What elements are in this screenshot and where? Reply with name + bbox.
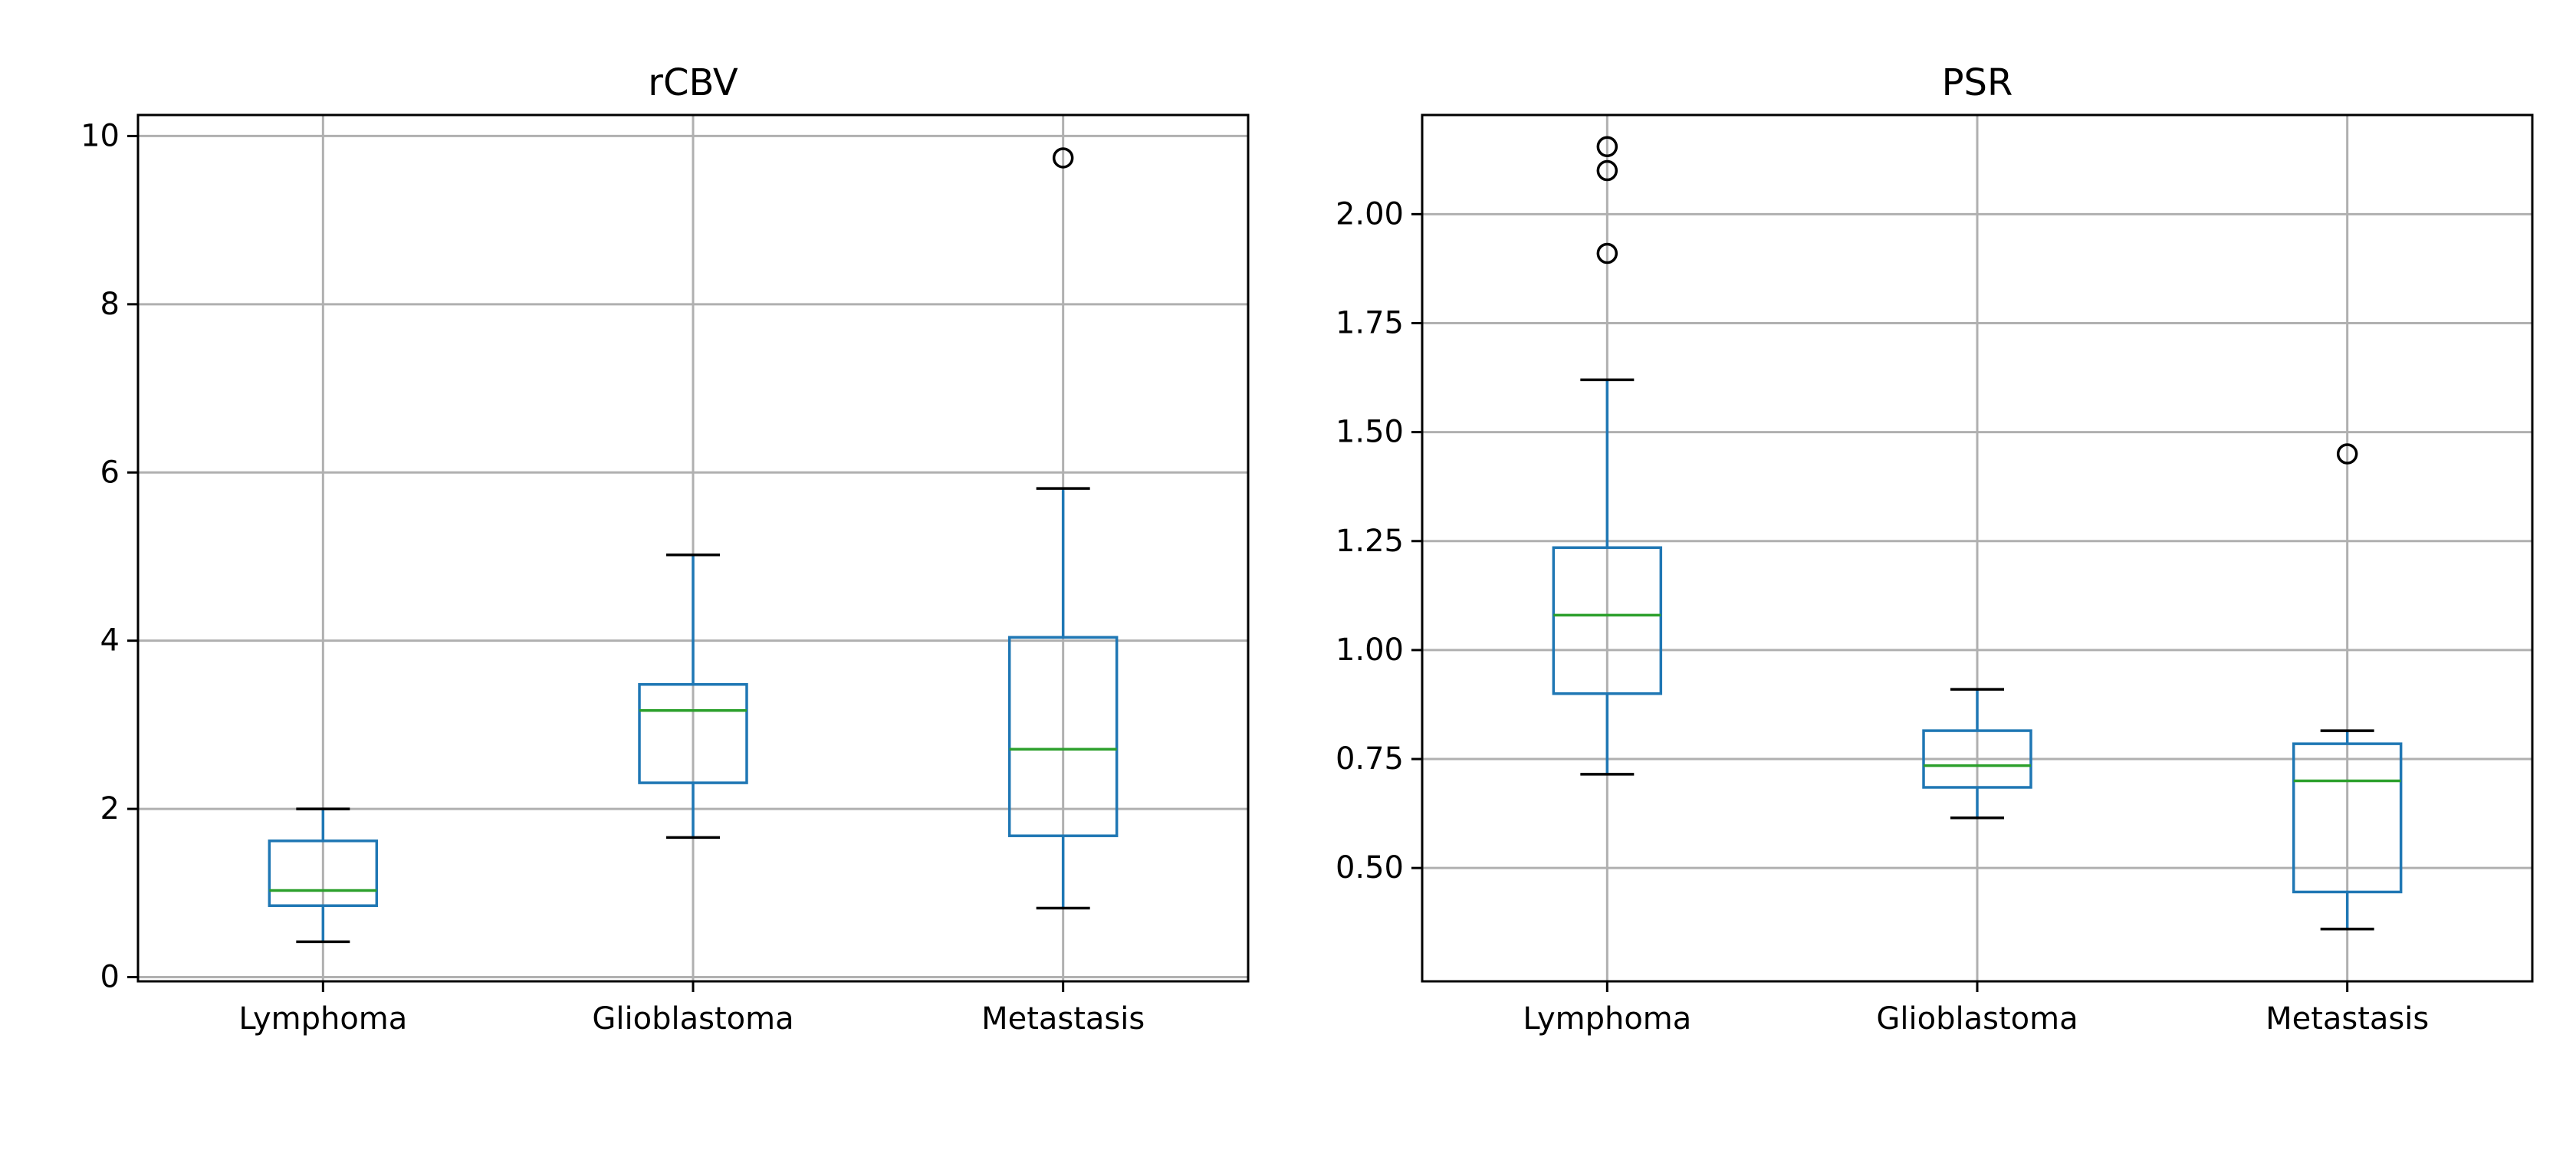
psr-lymphoma-outlier-0	[1596, 242, 1618, 264]
psr-glioblastoma-box	[1922, 729, 2032, 789]
psr-ytick-label-2: 1.00	[1336, 632, 1404, 668]
psr-metastasis-outlier-0	[2336, 443, 2358, 465]
psr-ytick-label-1: 0.75	[1336, 741, 1404, 777]
psr-xtick-label-metastasis: Metastasis	[2266, 1001, 2429, 1037]
rcbv-ytick-label-5: 10	[80, 118, 120, 153]
psr-metastasis-box	[2292, 742, 2403, 894]
psr-ytick-label-5: 1.75	[1336, 305, 1404, 340]
rcbv-ytick-label-0: 0	[100, 960, 120, 995]
rcbv-metastasis-box	[1007, 636, 1119, 837]
rcbv-ytick-label-4: 8	[100, 287, 120, 322]
rcbv-ytick-label-3: 6	[100, 455, 120, 490]
rcbv-ytick-label-1: 2	[100, 791, 120, 826]
psr-panel: 0.50 0.75 1.00 1.25 1.50 1.75 2.00 Lymphoma Glio…	[1336, 61, 2534, 1037]
psr-title: PSR	[1942, 61, 2013, 104]
rcbv-title: rCBV	[648, 61, 738, 104]
psr-ytick-label-0: 0.50	[1336, 850, 1404, 886]
rcbv-lymphoma-box	[268, 840, 379, 908]
rcbv-xtick-label-glioblastoma: Glioblastoma	[592, 1001, 794, 1037]
psr-xtick-label-glioblastoma: Glioblastoma	[1876, 1001, 2078, 1037]
rcbv-panel: 0 2 4 6 8 10 Lymphoma Glioblastoma Metastasis rCB…	[80, 61, 1250, 1037]
psr-xtick-label-lymphoma: Lymphoma	[1523, 1001, 1691, 1037]
rcbv-ytick-label-2: 4	[100, 623, 120, 659]
psr-ytick-label-4: 1.50	[1336, 415, 1404, 450]
psr-ytick-label-3: 1.25	[1336, 524, 1404, 559]
rcbv-xtick-label-metastasis: Metastasis	[981, 1001, 1145, 1037]
rcbv-metastasis-outlier-0	[1052, 147, 1074, 169]
psr-lymphoma-outlier-1	[1596, 159, 1618, 182]
psr-lymphoma-outlier-2	[1596, 136, 1618, 157]
psr-lymphoma-box	[1552, 546, 1663, 695]
rcbv-xtick-label-lymphoma: Lymphoma	[238, 1001, 407, 1037]
psr-ytick-label-6: 2.00	[1336, 196, 1404, 232]
rcbv-glioblastoma-box	[638, 682, 748, 784]
